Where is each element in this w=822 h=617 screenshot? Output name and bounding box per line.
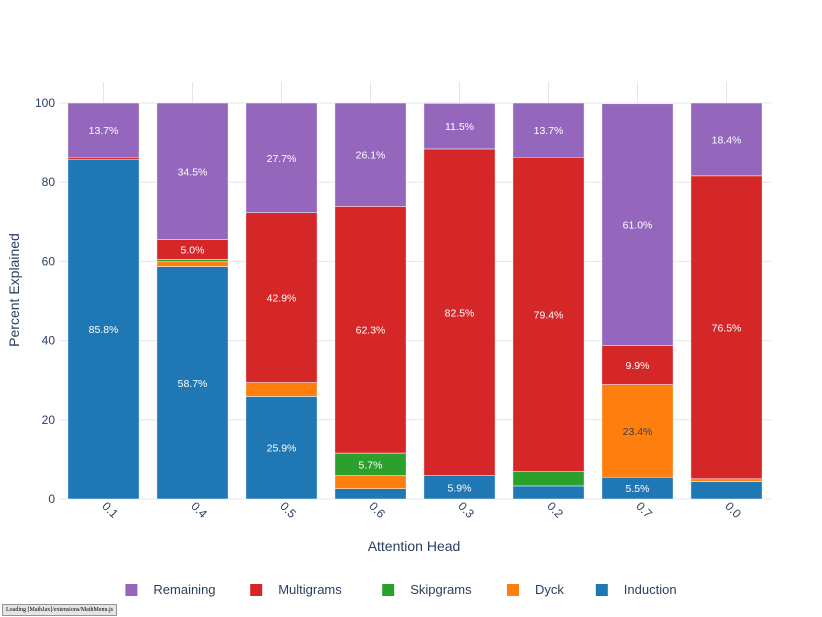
data-label: 25.9% <box>267 443 297 455</box>
bar-segment-skipgrams-0-2 <box>512 471 585 487</box>
data-label: 18.4% <box>712 134 742 146</box>
data-label: 42.9% <box>267 293 297 305</box>
bar-segment-multigrams-0-7 <box>601 345 674 385</box>
data-label: 61.0% <box>623 220 653 232</box>
bar-segment-multigrams-0-3 <box>423 148 496 476</box>
bar-segment-remaining-0-7 <box>601 103 674 346</box>
data-label: 26.1% <box>356 150 386 162</box>
status-bar: Loading [MathJax]/extensions/MathMenu.js <box>2 604 117 616</box>
data-label: 82.5% <box>445 307 475 319</box>
bar-segment-remaining-0-1 <box>67 102 140 158</box>
data-labels: 85.8% 13.7% 58.7% 5.0% 34.5% 25.9% 42.9% 27.7% 5… <box>89 121 742 495</box>
data-label: 5.5% <box>626 483 650 495</box>
x-tick-label: 0.7 <box>633 499 655 521</box>
y-tick-label: 20 <box>42 413 56 427</box>
legend-swatch-skipgrams <box>382 584 395 596</box>
bar-segment-dyck-0-6 <box>334 475 407 489</box>
data-label: 13.7% <box>534 125 564 137</box>
data-label: 23.4% <box>623 426 653 438</box>
legend-label-induction: Induction <box>624 582 677 597</box>
bar-segment-dyck-0-0 <box>690 478 763 482</box>
x-tick-label: 0.4 <box>188 499 210 521</box>
legend-label-remaining: Remaining <box>153 582 215 597</box>
data-label: 58.7% <box>178 378 208 390</box>
legend-swatch-induction <box>595 584 608 596</box>
legend-label-multigrams: Multigrams <box>278 582 342 597</box>
y-tick-label: 0 <box>48 492 55 506</box>
bar-segment-remaining-0-6 <box>334 102 407 207</box>
data-label: 9.9% <box>626 360 650 372</box>
bar-segment-induction-0-5 <box>245 396 318 500</box>
data-label: 5.0% <box>181 245 205 257</box>
bar-segment-remaining-0-3 <box>423 103 496 150</box>
bar-segment-dyck-0-5 <box>245 382 318 397</box>
y-tick-label: 80 <box>42 175 56 189</box>
bar-segment-remaining-0-2 <box>512 102 585 158</box>
y-axis-title: Percent Explained <box>6 233 22 347</box>
legend-label-skipgrams: Skipgrams <box>410 582 472 597</box>
bar-segment-induction-0-1 <box>67 158 140 500</box>
legend-swatch-dyck <box>507 584 519 596</box>
data-label: 85.8% <box>89 324 119 336</box>
x-tick-label: 0.3 <box>455 499 477 521</box>
x-tick-label: 0.2 <box>544 499 566 521</box>
legend-swatch-multigrams <box>250 584 263 596</box>
y-axis: 0 20 40 60 80 100 <box>35 96 55 506</box>
y-tick-label: 100 <box>35 96 55 110</box>
data-label: 5.7% <box>359 459 383 471</box>
bar-segment-multigrams-0-6 <box>334 206 407 454</box>
bar-segment-dyck-0-4 <box>156 261 229 267</box>
legend: Remaining Multigrams Skipgrams Dyck Inductio… <box>125 582 677 597</box>
data-label: 11.5% <box>445 121 474 133</box>
y-tick-label: 40 <box>42 334 56 348</box>
data-label: 62.3% <box>356 325 386 337</box>
bar-segment-remaining-0-0 <box>690 102 763 177</box>
bar-segment-skipgrams-0-4 <box>156 259 229 263</box>
data-label: 34.5% <box>178 166 208 178</box>
x-axis: 0.1 0.4 0.5 0.6 0.3 0.2 0.7 0.0 <box>99 499 744 521</box>
bar-segment-dyck-0-7 <box>601 384 674 478</box>
bar-segment-multigrams-0-5 <box>245 212 318 383</box>
bar-segment-induction-0-6 <box>334 488 407 500</box>
legend-label-dyck: Dyck <box>535 582 564 597</box>
y-tick-label: 60 <box>42 254 56 268</box>
data-label: 13.7% <box>89 125 119 137</box>
bar-segment-remaining-0-4 <box>156 102 229 240</box>
bars <box>67 102 763 500</box>
bar-segment-multigrams-0-0 <box>690 175 763 480</box>
x-tick-label: 0.0 <box>722 499 744 521</box>
x-axis-title: Attention Head <box>368 538 461 554</box>
bar-segment-multigrams-0-1 <box>67 157 140 160</box>
bar-segment-remaining-0-5 <box>245 102 318 213</box>
legend-swatch-remaining <box>125 584 138 596</box>
data-label: 76.5% <box>712 322 742 334</box>
x-tick-label: 0.1 <box>99 499 121 521</box>
data-label: 27.7% <box>267 153 297 165</box>
x-tick-label: 0.6 <box>366 499 388 521</box>
bar-segment-induction-0-0 <box>690 481 763 500</box>
x-tick-label: 0.5 <box>277 499 299 521</box>
bar-segment-induction-0-2 <box>512 485 585 500</box>
data-label: 79.4% <box>534 309 564 321</box>
data-label: 5.9% <box>448 482 472 494</box>
bar-segment-induction-0-4 <box>156 266 229 500</box>
